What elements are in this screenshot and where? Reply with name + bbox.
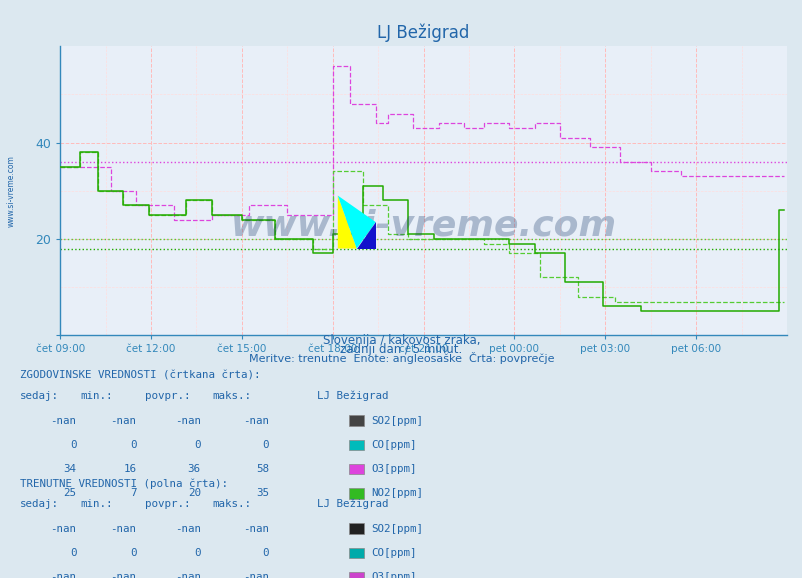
Text: -nan: -nan xyxy=(243,572,269,578)
Polygon shape xyxy=(356,222,375,249)
Polygon shape xyxy=(338,195,356,249)
Text: ZGODOVINSKE VREDNOSTI (črtkana črta):: ZGODOVINSKE VREDNOSTI (črtkana črta): xyxy=(20,370,261,380)
Text: 0: 0 xyxy=(70,440,76,450)
Text: sedaj:: sedaj: xyxy=(20,499,59,509)
Text: NO2[ppm]: NO2[ppm] xyxy=(371,488,423,498)
Text: 0: 0 xyxy=(194,548,200,558)
Text: CO[ppm]: CO[ppm] xyxy=(371,440,416,450)
Text: 36: 36 xyxy=(188,464,200,474)
Text: -nan: -nan xyxy=(175,524,200,533)
Text: 0: 0 xyxy=(262,440,269,450)
Text: zadnji dan / 5 minut.: zadnji dan / 5 minut. xyxy=(340,343,462,355)
Text: 0: 0 xyxy=(130,548,136,558)
Text: SO2[ppm]: SO2[ppm] xyxy=(371,416,423,425)
Title: LJ Bežigrad: LJ Bežigrad xyxy=(377,23,469,42)
Text: 20: 20 xyxy=(188,488,200,498)
Text: www.si-vreme.com: www.si-vreme.com xyxy=(230,209,616,242)
Text: -nan: -nan xyxy=(111,416,136,425)
Text: O3[ppm]: O3[ppm] xyxy=(371,572,416,578)
Text: -nan: -nan xyxy=(175,572,200,578)
Text: 16: 16 xyxy=(124,464,136,474)
Text: LJ Bežigrad: LJ Bežigrad xyxy=(317,499,388,509)
Text: 58: 58 xyxy=(256,464,269,474)
Text: povpr.:: povpr.: xyxy=(144,391,190,401)
Text: 0: 0 xyxy=(70,548,76,558)
Text: www.si-vreme.com: www.si-vreme.com xyxy=(6,155,15,227)
Text: 35: 35 xyxy=(256,488,269,498)
Text: 0: 0 xyxy=(130,440,136,450)
Text: -nan: -nan xyxy=(243,416,269,425)
Text: Slovenija / kakovost zraka,: Slovenija / kakovost zraka, xyxy=(322,334,480,347)
Text: O3[ppm]: O3[ppm] xyxy=(371,464,416,474)
Text: -nan: -nan xyxy=(111,524,136,533)
Text: povpr.:: povpr.: xyxy=(144,499,190,509)
Text: min.:: min.: xyxy=(80,391,112,401)
Text: 0: 0 xyxy=(262,548,269,558)
Text: Meritve: trenutne  Enote: angleosaške  Črta: povprečje: Meritve: trenutne Enote: angleosaške Črt… xyxy=(249,353,553,364)
Text: 7: 7 xyxy=(130,488,136,498)
Text: -nan: -nan xyxy=(243,524,269,533)
Text: -nan: -nan xyxy=(51,524,76,533)
Polygon shape xyxy=(338,195,375,249)
Text: LJ Bežigrad: LJ Bežigrad xyxy=(317,391,388,401)
Text: maks.:: maks.: xyxy=(213,391,252,401)
Text: sedaj:: sedaj: xyxy=(20,391,59,401)
Text: maks.:: maks.: xyxy=(213,499,252,509)
Text: TRENUTNE VREDNOSTI (polna črta):: TRENUTNE VREDNOSTI (polna črta): xyxy=(20,478,228,488)
Text: 25: 25 xyxy=(63,488,76,498)
Text: -nan: -nan xyxy=(175,416,200,425)
Text: 34: 34 xyxy=(63,464,76,474)
Text: min.:: min.: xyxy=(80,499,112,509)
Text: -nan: -nan xyxy=(111,572,136,578)
Text: 0: 0 xyxy=(194,440,200,450)
Text: -nan: -nan xyxy=(51,572,76,578)
Text: CO[ppm]: CO[ppm] xyxy=(371,548,416,558)
Text: SO2[ppm]: SO2[ppm] xyxy=(371,524,423,533)
Text: -nan: -nan xyxy=(51,416,76,425)
